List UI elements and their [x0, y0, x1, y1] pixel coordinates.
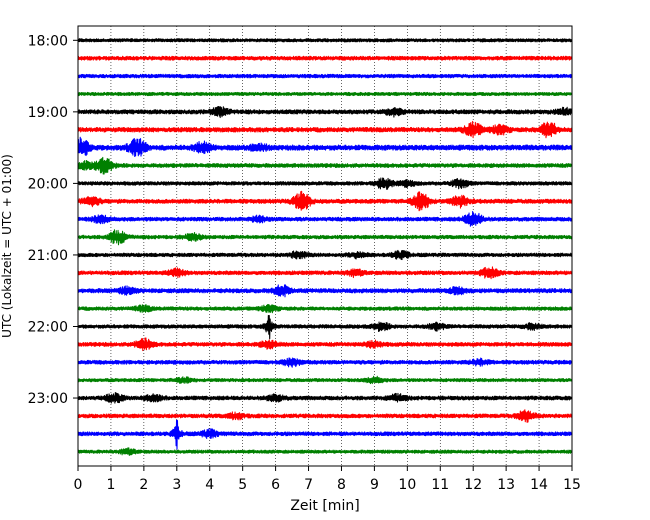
x-tick-label: 11: [431, 477, 449, 493]
x-tick-label: 3: [172, 477, 181, 493]
x-tick-label: 8: [337, 477, 346, 493]
seismic-trace-1830: [77, 73, 573, 79]
x-tick-label: 5: [238, 477, 247, 493]
x-axis-ticks: 0 1 2 3 4 5 6 7 8 9 10 11 12 13 14 15: [74, 466, 581, 493]
y-axis-label: UTC (Lokalzeit = UTC + 01:00): [0, 154, 14, 338]
y-tick-label: 23:00: [28, 391, 68, 407]
x-tick-label: 7: [304, 477, 313, 493]
seismic-trace-2130: [77, 284, 573, 298]
seismic-trace-2015: [77, 190, 573, 212]
seismic-trace-2245: [77, 375, 573, 385]
x-tick-label: 4: [205, 477, 214, 493]
y-tick-label: 21:00: [28, 248, 68, 264]
x-tick-label: 0: [74, 477, 83, 493]
seismic-trace-2200: [77, 314, 573, 340]
seismic-trace-2115: [77, 266, 573, 280]
x-tick-label: 10: [398, 477, 416, 493]
seismic-trace-2300: [77, 392, 573, 404]
y-axis-ticks: 18:00 19:00 20:00 21:00 22:00 23:00: [28, 33, 78, 407]
seismic-trace-2345: [77, 447, 573, 456]
x-tick-label: 1: [106, 477, 115, 493]
seismic-trace-2145: [77, 304, 573, 314]
seismic-trace-1930: [77, 136, 573, 157]
seismic-trace-2100: [77, 249, 573, 261]
plot-frame: [77, 25, 573, 467]
seismic-trace-2000: [77, 177, 573, 190]
y-tick-label: 18:00: [28, 33, 68, 49]
seismic-trace-2315: [77, 409, 573, 423]
x-axis-label: Zeit [min]: [290, 498, 359, 514]
x-tick-label: 13: [497, 477, 515, 493]
seismic-trace-1845: [77, 91, 573, 97]
seismic-trace-1900: [77, 105, 573, 119]
seismic-trace-2045: [77, 229, 573, 246]
y-tick-label: 22:00: [28, 319, 68, 335]
x-tick-label: 14: [530, 477, 548, 493]
seismic-traces: [77, 38, 573, 456]
x-tick-label: 2: [139, 477, 148, 493]
y-tick-label: 19:00: [28, 105, 68, 121]
seismic-trace-2330: [77, 419, 573, 450]
seismic-trace-1945: [77, 156, 573, 175]
seismic-trace-1915: [77, 120, 573, 139]
seismic-trace-2030: [77, 210, 573, 227]
x-tick-label: 12: [464, 477, 482, 493]
seismic-trace-1815: [77, 55, 573, 61]
seismic-trace-1800: [77, 38, 573, 43]
y-tick-label: 20:00: [28, 176, 68, 192]
x-tick-label: 15: [563, 477, 581, 493]
grid-lines: [110, 26, 540, 466]
seismic-trace-2215: [77, 337, 573, 352]
x-tick-label: 9: [370, 477, 379, 493]
x-tick-label: 6: [271, 477, 280, 493]
seismic-trace-2230: [77, 357, 573, 368]
